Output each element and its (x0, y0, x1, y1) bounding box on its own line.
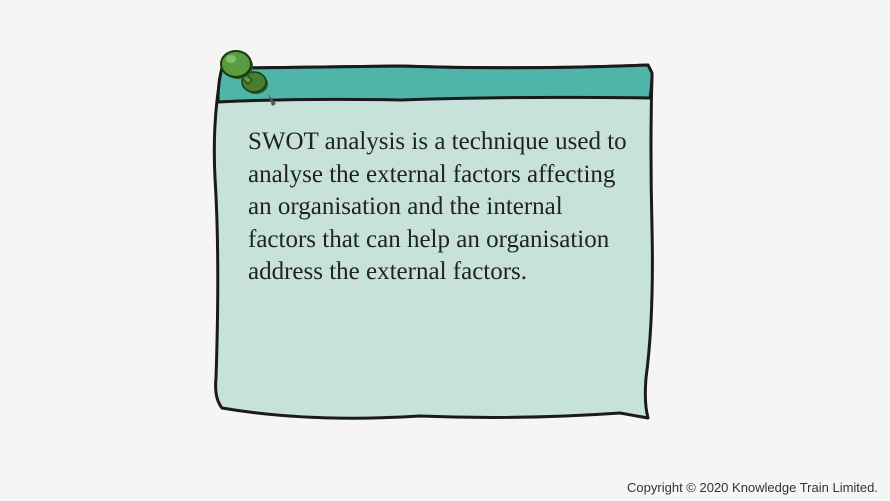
pushpin-icon (216, 44, 286, 114)
sticky-note: SWOT analysis is a technique used to ana… (200, 58, 660, 428)
canvas: SWOT analysis is a technique used to ana… (0, 0, 890, 501)
copyright-text: Copyright © 2020 Knowledge Train Limited… (627, 480, 878, 495)
sticky-note-text: SWOT analysis is a technique used to ana… (248, 126, 628, 289)
